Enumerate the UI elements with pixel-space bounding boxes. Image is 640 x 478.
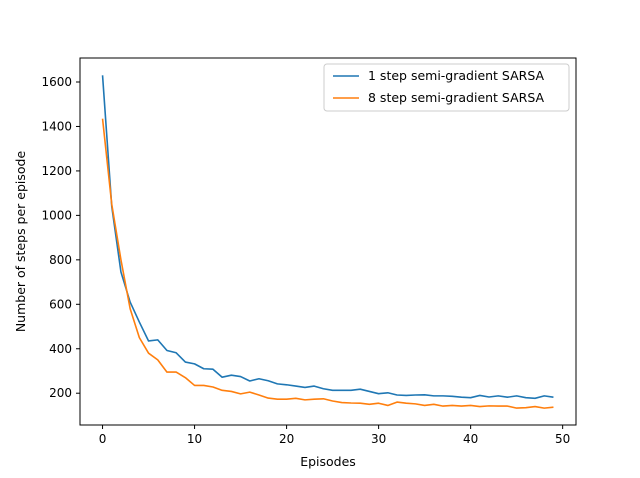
- x-axis-label: Episodes: [300, 454, 356, 469]
- legend: 1 step semi-gradient SARSA 8 step semi-gr…: [323, 63, 570, 112]
- x-tick-label: 50: [555, 432, 570, 446]
- x-tick-label: 30: [371, 432, 386, 446]
- y-tick-label: 400: [49, 342, 72, 356]
- y-tick-label: 1600: [41, 75, 72, 89]
- y-axis-label: Number of steps per episode: [13, 151, 28, 333]
- x-axis: 0 10 20 30 40 50: [99, 425, 570, 446]
- y-tick-label: 1000: [41, 208, 72, 222]
- series-line-1: [101, 75, 554, 400]
- y-axis: 200 400 600 800 1000 1200 1400 1600: [41, 75, 80, 400]
- x-tick-label: 20: [279, 432, 294, 446]
- x-tick-label: 40: [463, 432, 478, 446]
- series-layer: [101, 75, 554, 409]
- x-tick-label: 10: [187, 432, 202, 446]
- series-line-2: [101, 118, 554, 409]
- y-tick-label: 1400: [41, 119, 72, 133]
- legend-label-2: 8 step semi-gradient SARSA: [368, 90, 544, 105]
- legend-box: [323, 63, 570, 112]
- y-tick-label: 600: [49, 297, 72, 311]
- y-tick-label: 800: [49, 253, 72, 267]
- legend-label-1: 1 step semi-gradient SARSA: [368, 68, 544, 83]
- y-tick-label: 200: [49, 386, 72, 400]
- x-tick-label: 0: [99, 432, 107, 446]
- plot-frame: [79, 57, 577, 426]
- y-tick-label: 1200: [41, 164, 72, 178]
